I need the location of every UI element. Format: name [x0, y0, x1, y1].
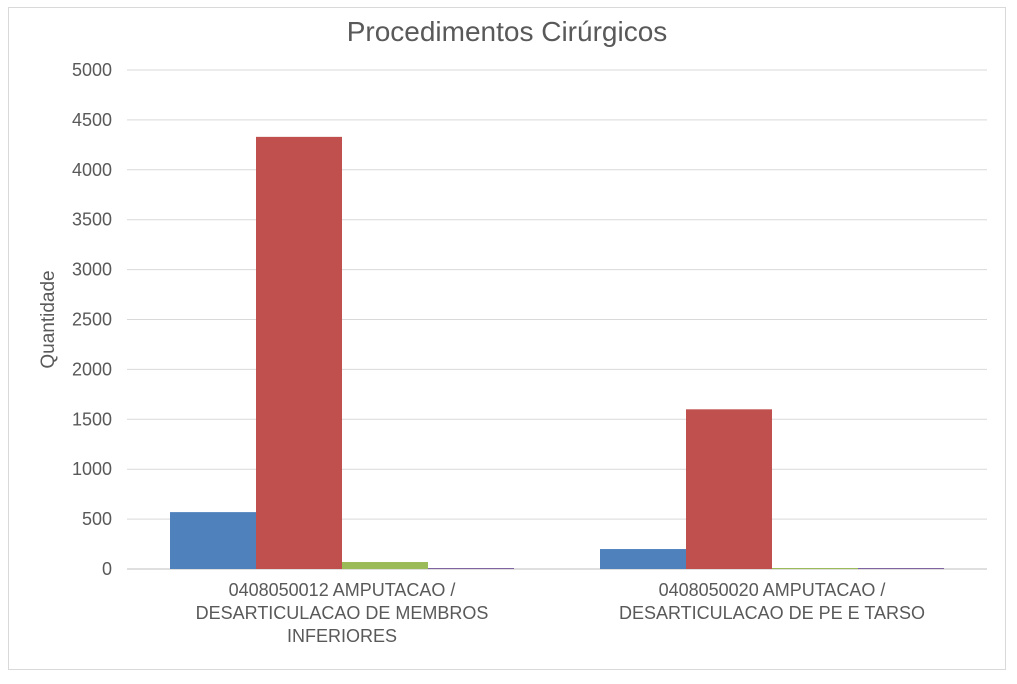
bar [600, 549, 686, 569]
y-tick-label: 4500 [72, 110, 112, 130]
bar [772, 568, 858, 569]
category-label: INFERIORES [287, 626, 397, 646]
y-tick-label: 2000 [72, 359, 112, 379]
y-tick-label: 4000 [72, 160, 112, 180]
chart-title: Procedimentos Cirúrgicos [346, 16, 668, 47]
category-label: 0408050020 AMPUTACAO / [659, 580, 886, 600]
bar [686, 409, 772, 569]
y-tick-label: 1500 [72, 409, 112, 429]
y-tick-label: 2500 [72, 310, 112, 330]
y-tick-label: 1000 [72, 459, 112, 479]
y-tick-label: 3000 [72, 260, 112, 280]
category-label: DESARTICULACAO DE MEMBROS [196, 603, 489, 623]
bar [170, 512, 256, 569]
y-axis-title: Quantidade [38, 270, 59, 368]
bar [256, 136, 342, 569]
bar [858, 568, 944, 569]
chart-container: Procedimentos Cirúrgicos 0 500 1000 1500 200… [8, 7, 1006, 670]
chart-plot: 0 500 1000 1500 2000 2500 3000 3500 4000 4500 5000… [38, 60, 987, 646]
category-label: 0408050012 AMPUTACAO / [229, 580, 456, 600]
y-tick-label: 0 [102, 559, 112, 579]
category-label: DESARTICULACAO DE PE E TARSO [619, 603, 925, 623]
bar [342, 562, 428, 569]
bar [428, 568, 514, 569]
y-tick-label: 3500 [72, 210, 112, 230]
y-tick-label: 5000 [72, 60, 112, 80]
y-tick-label: 500 [82, 509, 112, 529]
